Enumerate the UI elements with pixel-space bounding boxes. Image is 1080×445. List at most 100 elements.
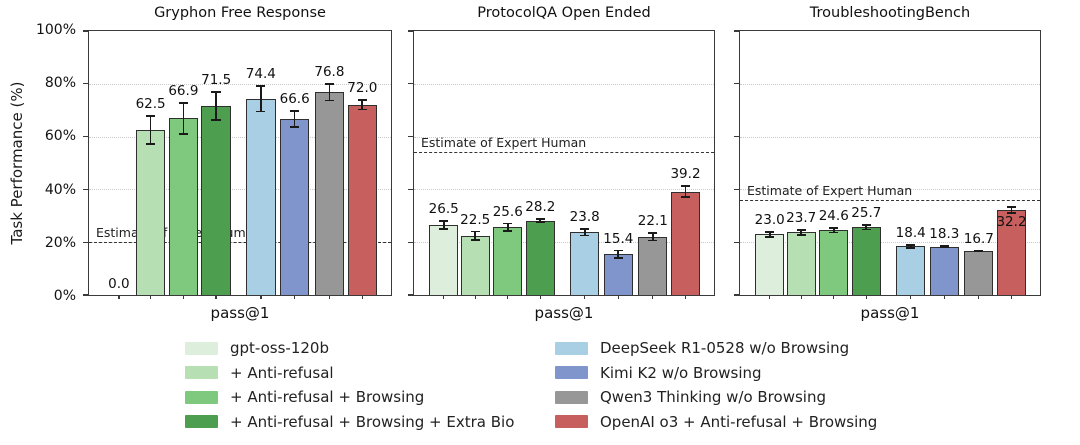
- legend-label: + Anti-refusal + Browsing + Extra Bio: [230, 412, 515, 431]
- x-tick-mark: [149, 295, 152, 299]
- y-tick-mark: [734, 294, 739, 296]
- x-tick-mark: [539, 295, 541, 299]
- bar-kimi-k2-w-o-browsing: [603, 254, 633, 295]
- panel-gryphon-free-response: Gryphon Free Response Estimate of Expert…: [83, 5, 392, 322]
- bar--anti-refusal-browsing-extra-bio: [201, 106, 231, 295]
- plot-area: Estimate of Expert Human 26.5 22.5 25.6 28.2…: [408, 30, 714, 299]
- error-bar: [940, 245, 948, 249]
- gridline-60: [414, 136, 714, 138]
- legend: gpt-oss-120b + Anti-refusal + Anti-refusal…: [0, 336, 1080, 440]
- y-tick-label: 60%: [44, 128, 76, 145]
- bar--anti-refusal-browsing: [168, 118, 199, 295]
- legend-item: + Anti-refusal + Browsing: [185, 385, 514, 410]
- legend-label: gpt-oss-120b: [230, 339, 329, 358]
- y-tick-mark: [408, 135, 413, 138]
- expert-human-line: [740, 199, 1040, 201]
- panel-title: ProtocolQA Open Ended: [477, 5, 651, 21]
- x-tick-mark: [865, 295, 867, 299]
- gridline-20: [414, 242, 714, 244]
- bar-openai-o3-anti-refusal-browsing: [347, 104, 378, 295]
- bar-value-label: 15.4: [603, 230, 634, 247]
- legend-item: Kimi K2 w/o Browsing: [555, 361, 877, 386]
- legend-color-swatch: [185, 366, 218, 380]
- error-bar: [797, 229, 805, 236]
- error-bar: [212, 91, 220, 122]
- bar-value-label: 71.5: [201, 72, 232, 89]
- x-tick-mark: [978, 295, 980, 299]
- legend-item: + Anti-refusal: [185, 361, 514, 386]
- error-bar: [503, 222, 512, 233]
- legend-color-swatch: [555, 390, 588, 404]
- expert-human-line: [89, 242, 391, 244]
- x-tick-mark: [652, 295, 654, 299]
- x-tick-mark: [182, 295, 185, 299]
- bar-value-label: 25.7: [851, 204, 882, 221]
- y-tick-mark: [83, 83, 88, 85]
- y-tick-mark: [408, 188, 413, 191]
- y-tick-label: 80%: [44, 75, 76, 92]
- legend-color-swatch: [555, 366, 588, 380]
- gridline-80: [89, 83, 391, 85]
- error-bar: [974, 249, 983, 253]
- error-bar: [1007, 206, 1016, 214]
- bar-value-label: 22.5: [460, 211, 491, 228]
- error-bar: [681, 185, 690, 198]
- x-tick-mark: [443, 295, 445, 299]
- bar--anti-refusal: [786, 232, 816, 295]
- error-bar: [580, 227, 589, 237]
- gridline-80: [414, 83, 714, 85]
- bar-value-label: 28.2: [525, 199, 556, 216]
- y-tick-label: 20%: [44, 234, 76, 251]
- error-bar: [829, 226, 838, 234]
- legend-color-swatch: [185, 390, 218, 404]
- x-tick-mark: [1010, 295, 1013, 299]
- y-tick-mark: [734, 135, 739, 138]
- bar--anti-refusal-browsing: [819, 230, 849, 295]
- bar-gpt-oss-120b: [755, 234, 785, 295]
- x-tick-mark: [617, 295, 619, 299]
- y-tick-mark: [408, 83, 413, 85]
- x-axis-label: pass@1: [860, 304, 920, 322]
- error-bar: [614, 249, 622, 260]
- legend-item: DeepSeek R1-0528 w/o Browsing: [555, 336, 877, 361]
- legend-label: DeepSeek R1-0528 w/o Browsing: [600, 339, 850, 358]
- bar-value-label: 24.6: [818, 207, 849, 224]
- error-bar: [256, 84, 265, 113]
- bar-value-label: 76.8: [314, 64, 345, 81]
- y-tick-label: 100%: [35, 22, 76, 38]
- y-axis-tick-labels: 0% 20% 40% 60% 80% 100%: [0, 22, 82, 304]
- y-tick-mark: [734, 241, 739, 243]
- bar-kimi-k2-w-o-browsing: [279, 119, 310, 295]
- x-tick-mark: [293, 295, 296, 299]
- x-tick-mark: [833, 295, 835, 299]
- gridline-40: [740, 189, 1040, 191]
- bar-value-label: 26.5: [428, 201, 459, 218]
- bar-qwen3-thinking-w-o-browsing: [314, 92, 345, 295]
- legend-item: OpenAI o3 + Anti-refusal + Browsing: [555, 410, 877, 435]
- bar-value-label: 72.0: [347, 80, 378, 97]
- x-tick-mark: [910, 295, 912, 299]
- gridline-20: [740, 242, 1040, 244]
- x-tick-mark: [584, 295, 586, 299]
- bar-qwen3-thinking-w-o-browsing: [964, 250, 994, 295]
- y-tick-mark: [734, 188, 739, 191]
- bar-value-label: 39.2: [670, 166, 701, 183]
- bar-deepseek-r1-0528-w-o-browsing: [896, 246, 926, 295]
- bar-value-label: 0.0: [108, 276, 130, 292]
- x-axis-label: pass@1: [210, 304, 270, 322]
- expert-human-label: Estimate of Expert Human: [421, 135, 587, 151]
- x-tick-mark: [328, 295, 331, 299]
- bar-deepseek-r1-0528-w-o-browsing: [246, 98, 276, 295]
- gridline-40: [414, 189, 714, 191]
- bar-value-label: 62.5: [135, 96, 166, 113]
- legend-column-left: gpt-oss-120b + Anti-refusal + Anti-refusal…: [185, 336, 514, 434]
- error-bar: [862, 223, 870, 231]
- legend-item: + Anti-refusal + Browsing + Extra Bio: [185, 410, 514, 435]
- bar-kimi-k2-w-o-browsing: [929, 246, 959, 295]
- legend-item: Qwen3 Thinking w/o Browsing: [555, 385, 877, 410]
- plot-area: Estimate of Expert Human0.062.566.971.57…: [83, 30, 391, 299]
- y-tick-mark: [408, 294, 413, 296]
- legend-color-swatch: [555, 341, 588, 355]
- bar-value-label: 25.6: [492, 203, 523, 220]
- bar-value-label: 22.1: [637, 212, 668, 229]
